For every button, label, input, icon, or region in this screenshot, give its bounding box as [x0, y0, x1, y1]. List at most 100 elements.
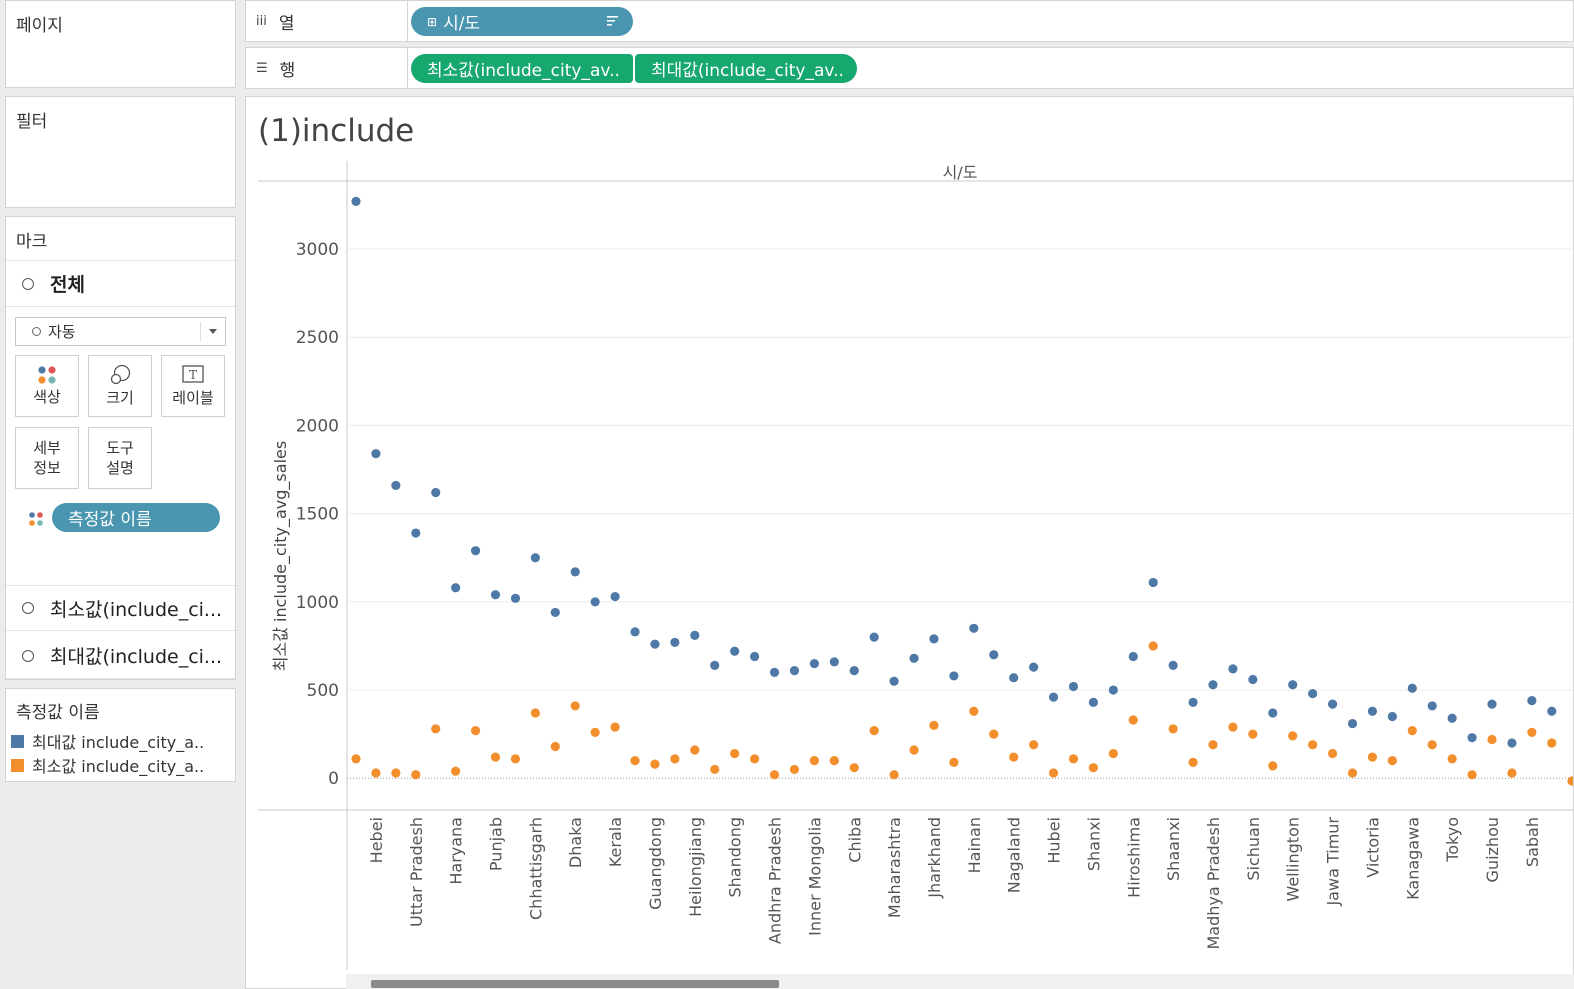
label-button[interactable]: T 레이블: [161, 355, 225, 417]
legend-item[interactable]: 최소값 include_city_a..: [6, 753, 235, 777]
marks-card-min-label: 최소값(include_ci...: [50, 598, 223, 621]
min-point: [1547, 738, 1557, 748]
max-point: [909, 653, 919, 663]
marks-card-all[interactable]: 전체: [6, 261, 235, 307]
x-tick-label: Chiba: [845, 817, 864, 863]
min-point: [829, 756, 839, 766]
tooltip-button[interactable]: 도구 설명: [88, 427, 152, 489]
marks-card-min[interactable]: 최소값(include_ci...: [6, 585, 235, 631]
max-point: [1507, 738, 1517, 748]
min-point: [1288, 731, 1298, 741]
max-point: [1148, 577, 1158, 588]
color-dots-icon: [29, 512, 43, 526]
x-tick-label: Hebei: [367, 817, 386, 863]
max-point: [869, 632, 879, 642]
min-point: [431, 724, 441, 734]
x-tick-label: Inner Mongolia: [805, 817, 824, 936]
marks-card-max-label: 최대값(include_ci...: [50, 646, 223, 668]
min-point: [1228, 722, 1238, 732]
scrollbar-thumb[interactable]: [371, 980, 779, 988]
max-point: [789, 666, 800, 676]
circle-mark-icon: [22, 277, 34, 290]
min-point: [630, 756, 640, 766]
min-point: [1347, 768, 1358, 778]
min-point: [470, 726, 481, 736]
max-point: [829, 657, 839, 667]
max-point: [710, 660, 720, 670]
min-point: [1088, 763, 1099, 773]
min-point: [610, 722, 620, 732]
x-tick-label: Heilongjiang: [686, 817, 705, 917]
max-point: [949, 671, 959, 681]
x-tick-label: Wellington: [1284, 817, 1303, 902]
mark-type-dropdown[interactable]: 자동: [15, 317, 226, 346]
columns-shelf-label: iii 열: [246, 1, 408, 41]
max-point: [690, 630, 700, 640]
min-measure-pill[interactable]: 최소값(include_city_av..: [411, 54, 633, 83]
max-point: [1527, 696, 1537, 706]
max-measure-pill[interactable]: 최대값(include_city_av..: [635, 54, 857, 83]
column-header-label: 시/도: [943, 163, 978, 182]
max-point: [1347, 718, 1358, 729]
min-point: [510, 754, 521, 764]
detail-button-label-1: 세부: [33, 439, 61, 457]
min-point: [1567, 776, 1573, 786]
marks-card-max[interactable]: 최대값(include_ci...: [6, 633, 235, 679]
color-button[interactable]: 색상: [15, 355, 79, 417]
x-tick-label: Dhaka: [566, 817, 585, 868]
measure-names-pill[interactable]: 측정값 이름: [52, 503, 220, 532]
rows-shelf[interactable]: ☰ 행 최소값(include_city_av.. 최대값(include_ci…: [245, 47, 1574, 89]
x-tick-label: Haryana: [447, 817, 466, 885]
y-axis-title: 최소값 include_city_avg_sales: [271, 441, 291, 671]
y-tick-label: 3000: [296, 240, 339, 260]
legend-item[interactable]: 최대값 include_city_a..: [6, 729, 235, 753]
max-point: [1068, 681, 1079, 692]
max-point: [1487, 699, 1497, 709]
min-point: [650, 759, 660, 769]
min-point: [451, 766, 461, 776]
min-point: [670, 754, 680, 764]
rows-shelf-text: 행: [279, 60, 296, 81]
max-point: [1288, 680, 1298, 690]
min-point: [490, 752, 501, 762]
min-point: [1487, 734, 1497, 745]
max-point: [1407, 683, 1417, 693]
y-tick-label: 500: [307, 681, 339, 701]
min-point: [391, 768, 401, 778]
min-point: [909, 745, 919, 755]
marks-pane: 마크 전체 자동 색상 크기: [5, 216, 236, 680]
min-point: [590, 727, 600, 737]
columns-icon: iii: [256, 13, 267, 29]
min-point: [1168, 724, 1178, 734]
pages-pane[interactable]: 페이지: [5, 0, 236, 88]
min-point: [1387, 756, 1397, 766]
max-point: [1387, 711, 1397, 722]
circle-mark-icon: [32, 327, 41, 336]
text-t-icon: T: [182, 365, 204, 383]
detail-button[interactable]: 세부 정보: [15, 427, 79, 489]
min-point: [1507, 768, 1517, 778]
min-point: [1467, 770, 1477, 780]
min-point: [1447, 754, 1457, 764]
mark-type-value: 자동: [48, 323, 76, 341]
state-dimension-pill[interactable]: ⊞ 시/도: [411, 7, 633, 36]
x-tick-label: Tokyo: [1443, 817, 1462, 863]
min-point: [710, 764, 720, 775]
max-point: [1128, 651, 1138, 662]
x-tick-label: Nagaland: [1005, 817, 1024, 893]
max-point: [1009, 673, 1019, 683]
min-point: [1427, 740, 1437, 750]
min-point: [530, 708, 540, 718]
columns-shelf[interactable]: iii 열 ⊞ 시/도: [245, 0, 1574, 42]
min-point: [1367, 752, 1378, 762]
filters-pane[interactable]: 필터: [5, 96, 236, 208]
min-point: [730, 748, 740, 759]
min-point: [789, 764, 800, 775]
max-point: [1248, 674, 1258, 685]
scatter-chart[interactable]: 시/도 0 500 1000 1500 2000 2500 3000 최소값 include_c…: [246, 97, 1573, 988]
x-tick-label: Sichuan: [1244, 817, 1263, 881]
size-button[interactable]: 크기: [88, 355, 152, 417]
min-point: [1048, 768, 1059, 778]
sort-descending-icon: [607, 16, 618, 26]
